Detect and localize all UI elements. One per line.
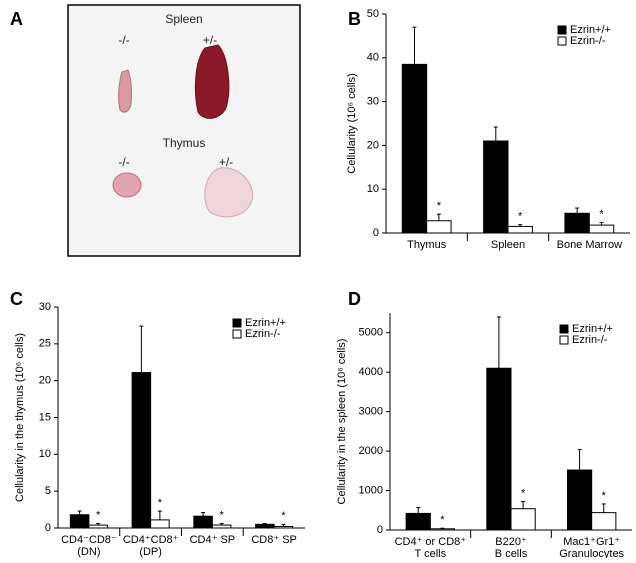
x-tick-label: Granulocytes [559, 548, 624, 558]
spleen-het [194, 44, 230, 119]
bar [88, 524, 108, 529]
x-tick-label: T cells [415, 548, 447, 558]
bar [510, 508, 536, 531]
bar [564, 212, 590, 234]
bar [486, 367, 512, 531]
spleen-ko [118, 69, 133, 113]
legend-label: Ezrin-/- [245, 328, 281, 340]
genotype-label: -/- [118, 33, 129, 47]
bar [405, 512, 431, 531]
x-tick-label: Spleen [491, 239, 525, 251]
y-tick-label: 50 [367, 8, 379, 20]
legend-swatch [557, 36, 567, 46]
bar [150, 519, 170, 529]
significance: * [219, 509, 224, 521]
photo-frame [67, 4, 301, 257]
x-tick-label: B220⁺ [495, 536, 527, 548]
y-tick-label: 25 [39, 338, 51, 350]
y-tick-label: 0 [45, 522, 51, 534]
y-tick-label: 4000 [359, 366, 383, 378]
genotype-label: +/- [203, 33, 217, 47]
bar [69, 514, 90, 529]
y-axis-label: Cellularity in the spleen (10⁶ cells) [336, 339, 348, 505]
significance: * [437, 200, 442, 212]
y-axis-label: Cellularity (10⁶ cells) [346, 73, 358, 174]
significance: * [521, 487, 526, 499]
bar [426, 220, 452, 234]
y-tick-label: 3000 [359, 406, 383, 418]
x-tick-label: CD4⁺ or CD8⁺ [395, 536, 467, 548]
panel-label: C [10, 289, 23, 309]
x-tick-label: (DN) [77, 546, 100, 558]
x-tick-label: CD4⁻CD8⁻ [61, 534, 117, 546]
bar [211, 524, 232, 529]
thymus-ko [112, 172, 142, 198]
legend-swatch [232, 318, 242, 328]
x-tick-label: B cells [495, 548, 528, 558]
bar [429, 528, 456, 531]
y-tick-label: 20 [39, 375, 51, 387]
x-tick-label: (DP) [139, 546, 162, 558]
x-tick-label: CD4⁺CD8⁺ [123, 534, 179, 546]
significance: * [518, 211, 523, 223]
bar [507, 225, 533, 234]
bar [273, 526, 294, 529]
bar [131, 372, 152, 529]
bar [588, 224, 615, 234]
panel-a: Spleen -/- +/- Thymus -/- +/- [67, 4, 301, 257]
x-tick-label: Thymus [407, 239, 447, 251]
bar [591, 512, 617, 531]
y-tick-label: 1000 [359, 484, 383, 496]
genotype-label: -/- [118, 155, 129, 169]
legend-label: Ezrin-/- [570, 35, 606, 47]
panel-label: B [348, 9, 361, 29]
y-tick-label: 0 [373, 227, 379, 239]
y-tick-label: 2000 [359, 445, 383, 457]
thymus-het [204, 167, 254, 218]
y-tick-label: 20 [367, 139, 379, 151]
bar [483, 140, 509, 234]
significance: * [440, 514, 445, 526]
legend-label: Ezrin-/- [572, 334, 608, 346]
x-tick-label: Bone Marrow [557, 239, 622, 251]
legend-swatch [557, 25, 567, 35]
panel-label: A [10, 9, 23, 29]
y-tick-label: 0 [377, 524, 383, 536]
legend-label: Ezrin+/+ [572, 323, 613, 335]
legend-label: Ezrin+/+ [570, 24, 611, 36]
legend-swatch [559, 324, 569, 334]
bar [566, 469, 593, 531]
x-tick-label: CD8⁺ SP [251, 534, 297, 546]
thymus-title: Thymus [163, 136, 206, 150]
y-tick-label: 40 [367, 52, 379, 64]
y-tick-label: 10 [367, 183, 379, 195]
legend-swatch [232, 329, 242, 339]
legend-swatch [559, 335, 569, 345]
y-tick-label: 30 [39, 301, 51, 313]
y-tick-label: 30 [367, 96, 379, 108]
y-tick-label: 5 [45, 485, 51, 497]
panel-label: D [348, 289, 361, 309]
x-tick-label: Mac1⁺Gr1⁺ [563, 536, 620, 548]
spleen-title: Spleen [165, 12, 202, 26]
y-tick-label: 10 [39, 448, 51, 460]
y-tick-label: 15 [39, 411, 51, 423]
genotype-label: +/- [219, 155, 233, 169]
significance: * [281, 510, 286, 522]
significance: * [96, 509, 101, 521]
x-tick-label: CD4⁺ SP [190, 534, 236, 546]
significance: * [599, 208, 604, 220]
bar [401, 63, 428, 234]
significance: * [158, 497, 163, 509]
bar [255, 523, 275, 529]
y-axis-label: Cellularity in the thymus (10⁶ cells) [14, 333, 26, 502]
legend-label: Ezrin+/+ [245, 317, 286, 329]
y-tick-label: 5000 [359, 327, 383, 339]
significance: * [602, 490, 607, 502]
bar [193, 515, 213, 529]
